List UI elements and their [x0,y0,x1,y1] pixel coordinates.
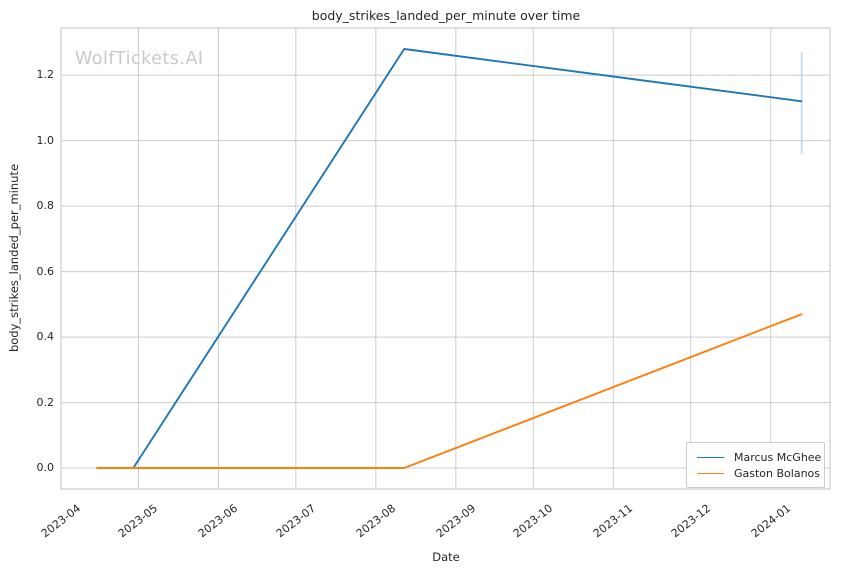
y-tick-label: 0.6 [36,264,55,278]
legend-line-swatch-blue [697,456,724,458]
axes-border [60,27,831,490]
wolftickets-watermark: WolfTickets.AI [75,49,204,69]
data-line [132,48,803,469]
x-axis-label: Date [432,550,460,564]
legend: Marcus McGhee Gaston Bolanos [686,442,825,488]
y-tick-label: 0.4 [36,330,55,344]
data-line [96,313,803,469]
legend-entry-gaston-bolanos: Gaston Bolanos [697,465,820,481]
y-tick-label: 0.2 [36,395,55,409]
y-tick-label: 0.8 [36,199,55,213]
y-axis-label: body_strikes_landed_per_minute [7,163,21,353]
y-tick-label: 0.0 [36,461,55,475]
legend-label: Marcus McGhee [734,450,822,464]
y-tick-label: 1.2 [36,68,55,82]
legend-line-swatch-orange [697,472,724,474]
legend-label: Gaston Bolanos [734,466,821,480]
chart-title: body_strikes_landed_per_minute over time [311,8,581,23]
y-tick-label: 1.0 [36,133,55,147]
legend-entry-marcus-mcghee: Marcus McGhee [697,449,821,465]
